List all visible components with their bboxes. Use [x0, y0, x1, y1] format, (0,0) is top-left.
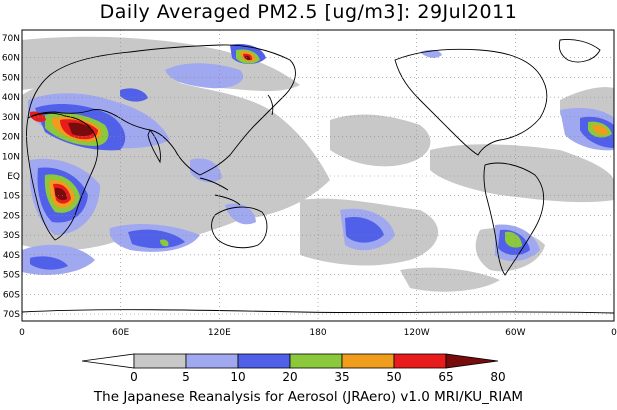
lat-label: 40N	[2, 93, 20, 103]
lat-label: 40S	[3, 251, 20, 261]
colorbar-segment	[81, 353, 135, 369]
colorbar-label: 65	[438, 370, 453, 384]
colorbar-label: 5	[182, 370, 190, 384]
colorbar-segment	[289, 353, 343, 369]
lat-label: 70N	[2, 34, 20, 44]
footer-caption: The Japanese Reanalysis for Aerosol (JRA…	[93, 389, 524, 405]
lat-label: 30S	[3, 231, 20, 241]
longitude-labels: 0 60E 120E 180 120W 60W 0	[19, 328, 617, 338]
colorbar-label: 50	[386, 370, 401, 384]
colorbar-segment	[393, 353, 447, 369]
map-title: Daily Averaged PM2.5 [ug/m3]: 29Jul2011	[99, 1, 518, 23]
lat-label: EQ	[7, 172, 20, 182]
lon-label: 180	[309, 328, 326, 338]
lat-label: 20N	[2, 133, 20, 143]
latitude-labels: 70N 60N 50N 40N 30N 20N 10N EQ 10S 20S 30S 40S 50S 60…	[2, 34, 20, 320]
colorbar-label: 10	[230, 370, 245, 384]
lat-label: 30N	[2, 113, 20, 123]
colorbar-label: 35	[334, 370, 349, 384]
colorbar-segment	[237, 353, 291, 369]
pm25-field	[22, 36, 614, 292]
colorbar-segment	[445, 353, 499, 369]
lon-label: 120W	[404, 328, 430, 338]
lon-label: 0	[19, 328, 25, 338]
lon-label: 60W	[505, 328, 525, 338]
lat-label: 70S	[3, 310, 20, 320]
lon-label: 120E	[208, 328, 231, 338]
lat-label: 50N	[2, 73, 20, 83]
lat-label: 60N	[2, 54, 20, 64]
pm25-band-80-plus	[55, 55, 251, 201]
lat-label: 20S	[3, 211, 20, 221]
graticule	[22, 30, 614, 321]
colorbar-label: 20	[282, 370, 297, 384]
colorbar-segment	[341, 353, 395, 369]
lat-label: 10N	[2, 152, 20, 162]
colorbar-segment	[133, 353, 187, 369]
map-frame	[21, 29, 615, 322]
coastlines	[22, 39, 614, 314]
colorbar-label: 0	[130, 370, 138, 384]
colorbar: 0 5 10 20 35 50 65 80	[81, 353, 506, 384]
colorbar-label: 80	[490, 370, 505, 384]
colorbar-segment	[185, 353, 239, 369]
lon-label: 0	[611, 328, 617, 338]
lat-label: 60S	[3, 290, 20, 300]
lat-label: 50S	[3, 271, 20, 281]
lon-label: 60E	[112, 328, 129, 338]
lat-label: 10S	[3, 192, 20, 202]
